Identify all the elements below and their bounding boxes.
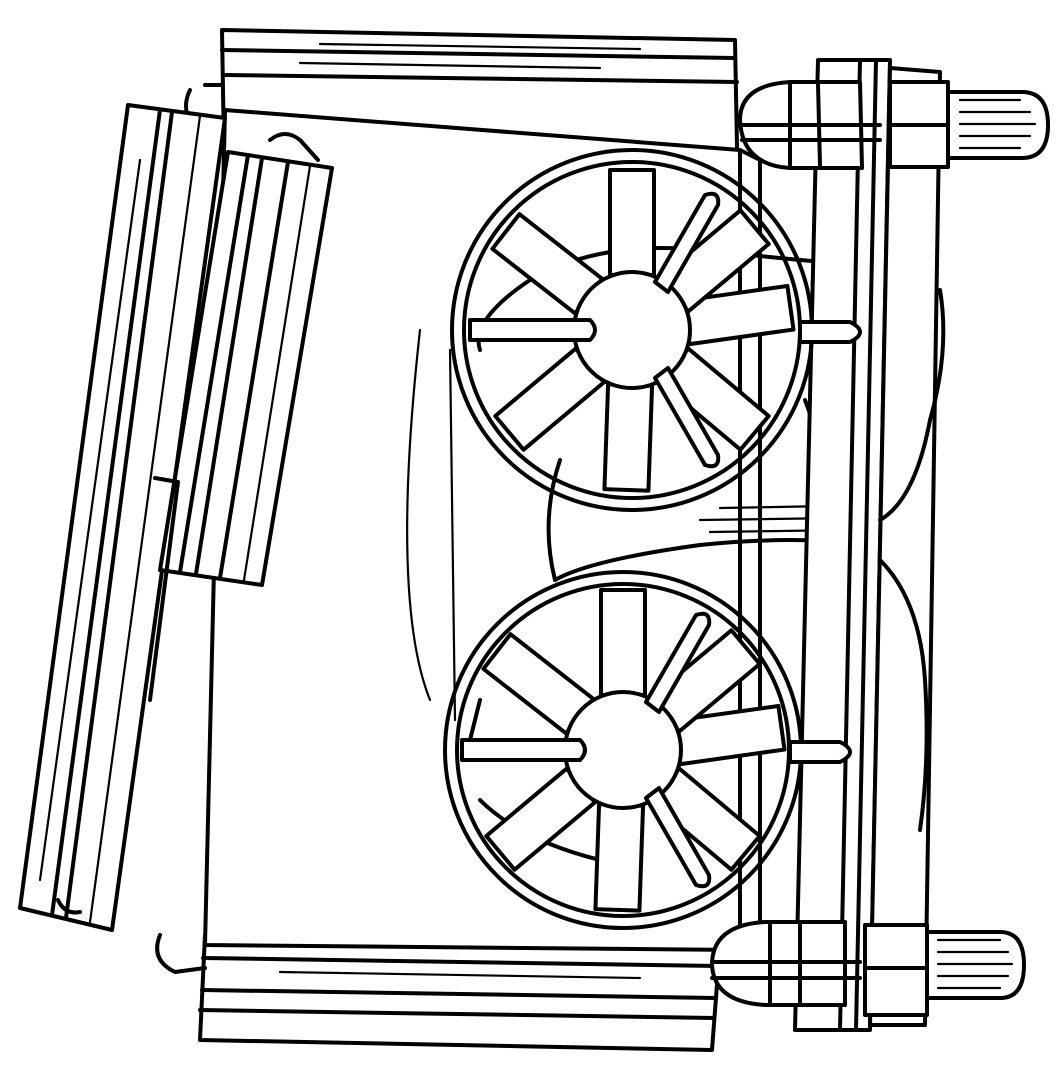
lower-adjust-knob (927, 932, 1024, 998)
upper-adjust-knob (948, 92, 1048, 158)
lower-mount (712, 922, 1024, 1015)
upper-mount (740, 82, 1048, 168)
frame-rail (795, 60, 943, 1030)
bottom-tank (157, 935, 720, 1050)
